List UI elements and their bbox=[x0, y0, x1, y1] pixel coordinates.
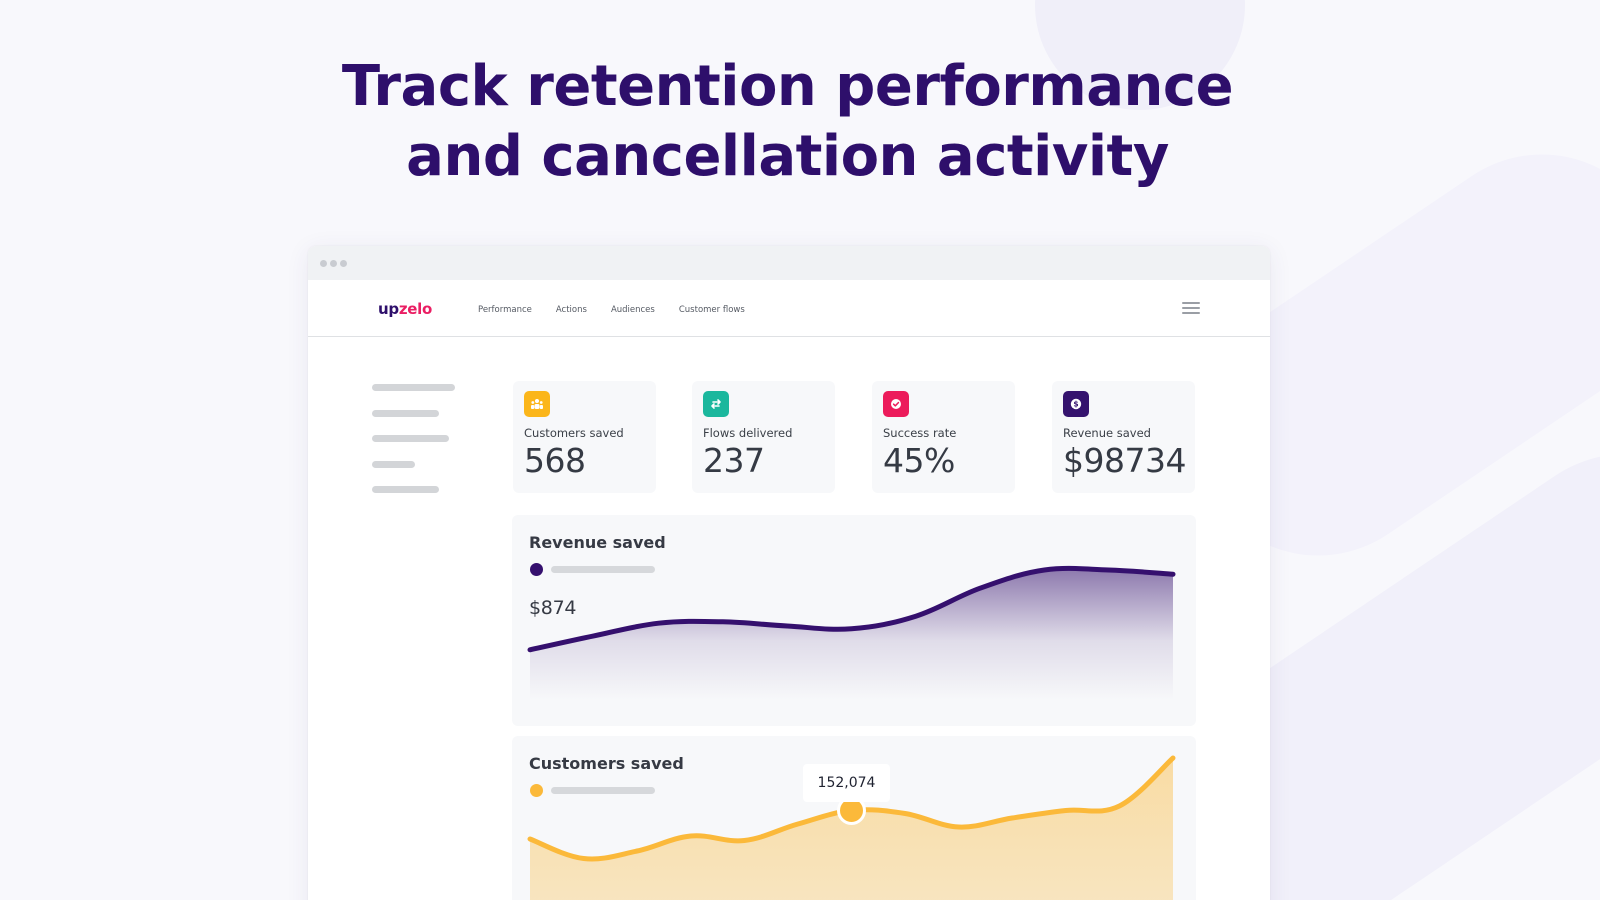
revenue-area-fill bbox=[530, 568, 1173, 700]
stat-value: 568 bbox=[524, 441, 586, 480]
nav-link-actions[interactable]: Actions bbox=[555, 305, 587, 315]
revenue-chart-card: Revenue saved $874 bbox=[512, 515, 1196, 726]
stat-value: $98734 bbox=[1063, 441, 1186, 480]
stat-card-customers-saved: Customers saved 568 bbox=[513, 381, 656, 493]
sidebar-item[interactable] bbox=[372, 409, 439, 417]
stat-card-revenue-saved: $ Revenue saved $98734 bbox=[1052, 381, 1195, 493]
nav-link-performance[interactable]: Performance bbox=[478, 305, 532, 315]
window-dot-icon[interactable] bbox=[340, 260, 347, 267]
revenue-value-label: $874 bbox=[529, 597, 577, 619]
customers-area-fill bbox=[530, 758, 1173, 900]
stat-value: 45% bbox=[883, 441, 955, 480]
legend-label-placeholder bbox=[551, 787, 655, 794]
check-badge-icon bbox=[883, 391, 909, 417]
hamburger-icon[interactable] bbox=[1182, 302, 1200, 316]
nav-links: Performance Actions Audiences Customer f… bbox=[478, 305, 769, 315]
dollar-icon: $ bbox=[1063, 391, 1089, 417]
chart-title: Customers saved bbox=[529, 754, 684, 773]
window-controls bbox=[320, 260, 347, 267]
window-dot-icon[interactable] bbox=[330, 260, 337, 267]
upzelo-logo[interactable]: upzelo bbox=[378, 300, 432, 318]
nav-link-customer-flows[interactable]: Customer flows bbox=[678, 305, 745, 315]
window-titlebar bbox=[308, 246, 1270, 280]
legend-dot bbox=[530, 563, 543, 576]
headline-line-1: Track retention performance bbox=[341, 54, 1234, 119]
sidebar-item[interactable] bbox=[372, 435, 449, 442]
swap-arrows-icon bbox=[703, 391, 729, 417]
sidebar-item[interactable] bbox=[372, 460, 415, 468]
customers-chart-card: Customers saved 152,074 bbox=[512, 736, 1196, 900]
revenue-chart bbox=[527, 565, 1176, 700]
sidebar bbox=[372, 384, 455, 512]
stat-label: Flows delivered bbox=[703, 426, 793, 440]
users-icon bbox=[524, 391, 550, 417]
legend-label-placeholder bbox=[551, 566, 655, 573]
logo-text-zelo: zelo bbox=[398, 300, 432, 318]
legend-dot bbox=[530, 784, 543, 797]
chart-title: Revenue saved bbox=[529, 533, 666, 552]
window-dot-icon[interactable] bbox=[320, 260, 327, 267]
sidebar-item[interactable] bbox=[372, 384, 455, 391]
stat-value: 237 bbox=[703, 441, 765, 480]
stat-label: Revenue saved bbox=[1063, 426, 1151, 440]
app-window: upzelo Performance Actions Audiences Cus… bbox=[308, 246, 1270, 900]
svg-text:$: $ bbox=[1073, 400, 1078, 409]
stat-card-flows-delivered: Flows delivered 237 bbox=[692, 381, 835, 493]
sidebar-item[interactable] bbox=[372, 486, 439, 493]
stat-label: Success rate bbox=[883, 426, 957, 440]
data-point-tooltip: 152,074 bbox=[803, 764, 890, 802]
customers-chart bbox=[527, 755, 1176, 900]
hero-headline: Track retention performance and cancella… bbox=[0, 52, 1575, 192]
nav-link-audiences[interactable]: Audiences bbox=[610, 305, 655, 315]
navbar: upzelo Performance Actions Audiences Cus… bbox=[308, 280, 1270, 337]
stat-card-success-rate: Success rate 45% bbox=[872, 381, 1015, 493]
stat-label: Customers saved bbox=[524, 426, 624, 440]
headline-line-2: and cancellation activity bbox=[406, 124, 1169, 189]
revenue-line bbox=[527, 565, 1176, 653]
logo-text-up: up bbox=[378, 300, 399, 318]
